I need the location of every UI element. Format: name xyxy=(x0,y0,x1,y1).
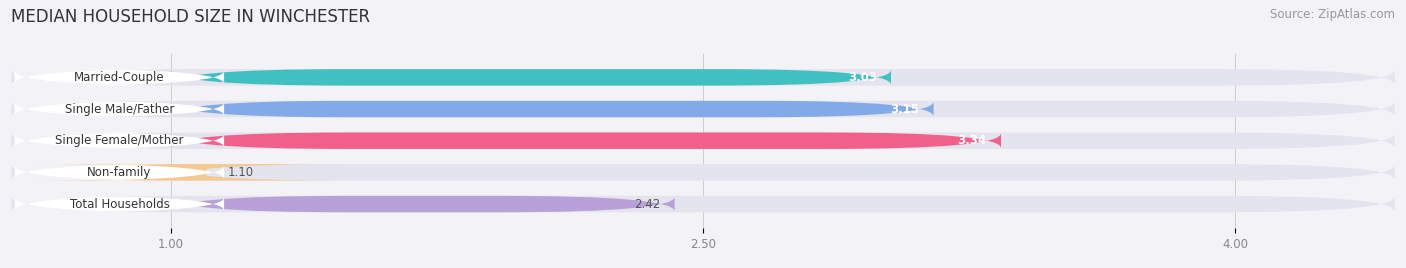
Text: Non-family: Non-family xyxy=(87,166,152,179)
FancyBboxPatch shape xyxy=(172,101,934,117)
FancyBboxPatch shape xyxy=(11,132,1395,149)
FancyBboxPatch shape xyxy=(31,164,346,181)
Text: 3.34: 3.34 xyxy=(957,134,987,147)
FancyBboxPatch shape xyxy=(172,69,891,85)
Text: Single Female/Mother: Single Female/Mother xyxy=(55,134,184,147)
FancyBboxPatch shape xyxy=(172,132,1001,149)
Text: Married-Couple: Married-Couple xyxy=(75,71,165,84)
FancyBboxPatch shape xyxy=(15,196,224,212)
Text: 3.15: 3.15 xyxy=(890,103,920,116)
Text: 1.10: 1.10 xyxy=(228,166,253,179)
FancyBboxPatch shape xyxy=(15,69,224,85)
FancyBboxPatch shape xyxy=(15,164,224,181)
FancyBboxPatch shape xyxy=(172,196,675,212)
FancyBboxPatch shape xyxy=(15,101,224,117)
Text: Source: ZipAtlas.com: Source: ZipAtlas.com xyxy=(1270,8,1395,21)
Text: MEDIAN HOUSEHOLD SIZE IN WINCHESTER: MEDIAN HOUSEHOLD SIZE IN WINCHESTER xyxy=(11,8,370,26)
FancyBboxPatch shape xyxy=(11,196,1395,212)
Text: Single Male/Father: Single Male/Father xyxy=(65,103,174,116)
FancyBboxPatch shape xyxy=(11,101,1395,117)
FancyBboxPatch shape xyxy=(11,69,1395,85)
Text: 2.42: 2.42 xyxy=(634,198,661,211)
FancyBboxPatch shape xyxy=(11,164,1395,181)
FancyBboxPatch shape xyxy=(15,132,224,149)
Text: Total Households: Total Households xyxy=(69,198,169,211)
Text: 3.03: 3.03 xyxy=(848,71,877,84)
